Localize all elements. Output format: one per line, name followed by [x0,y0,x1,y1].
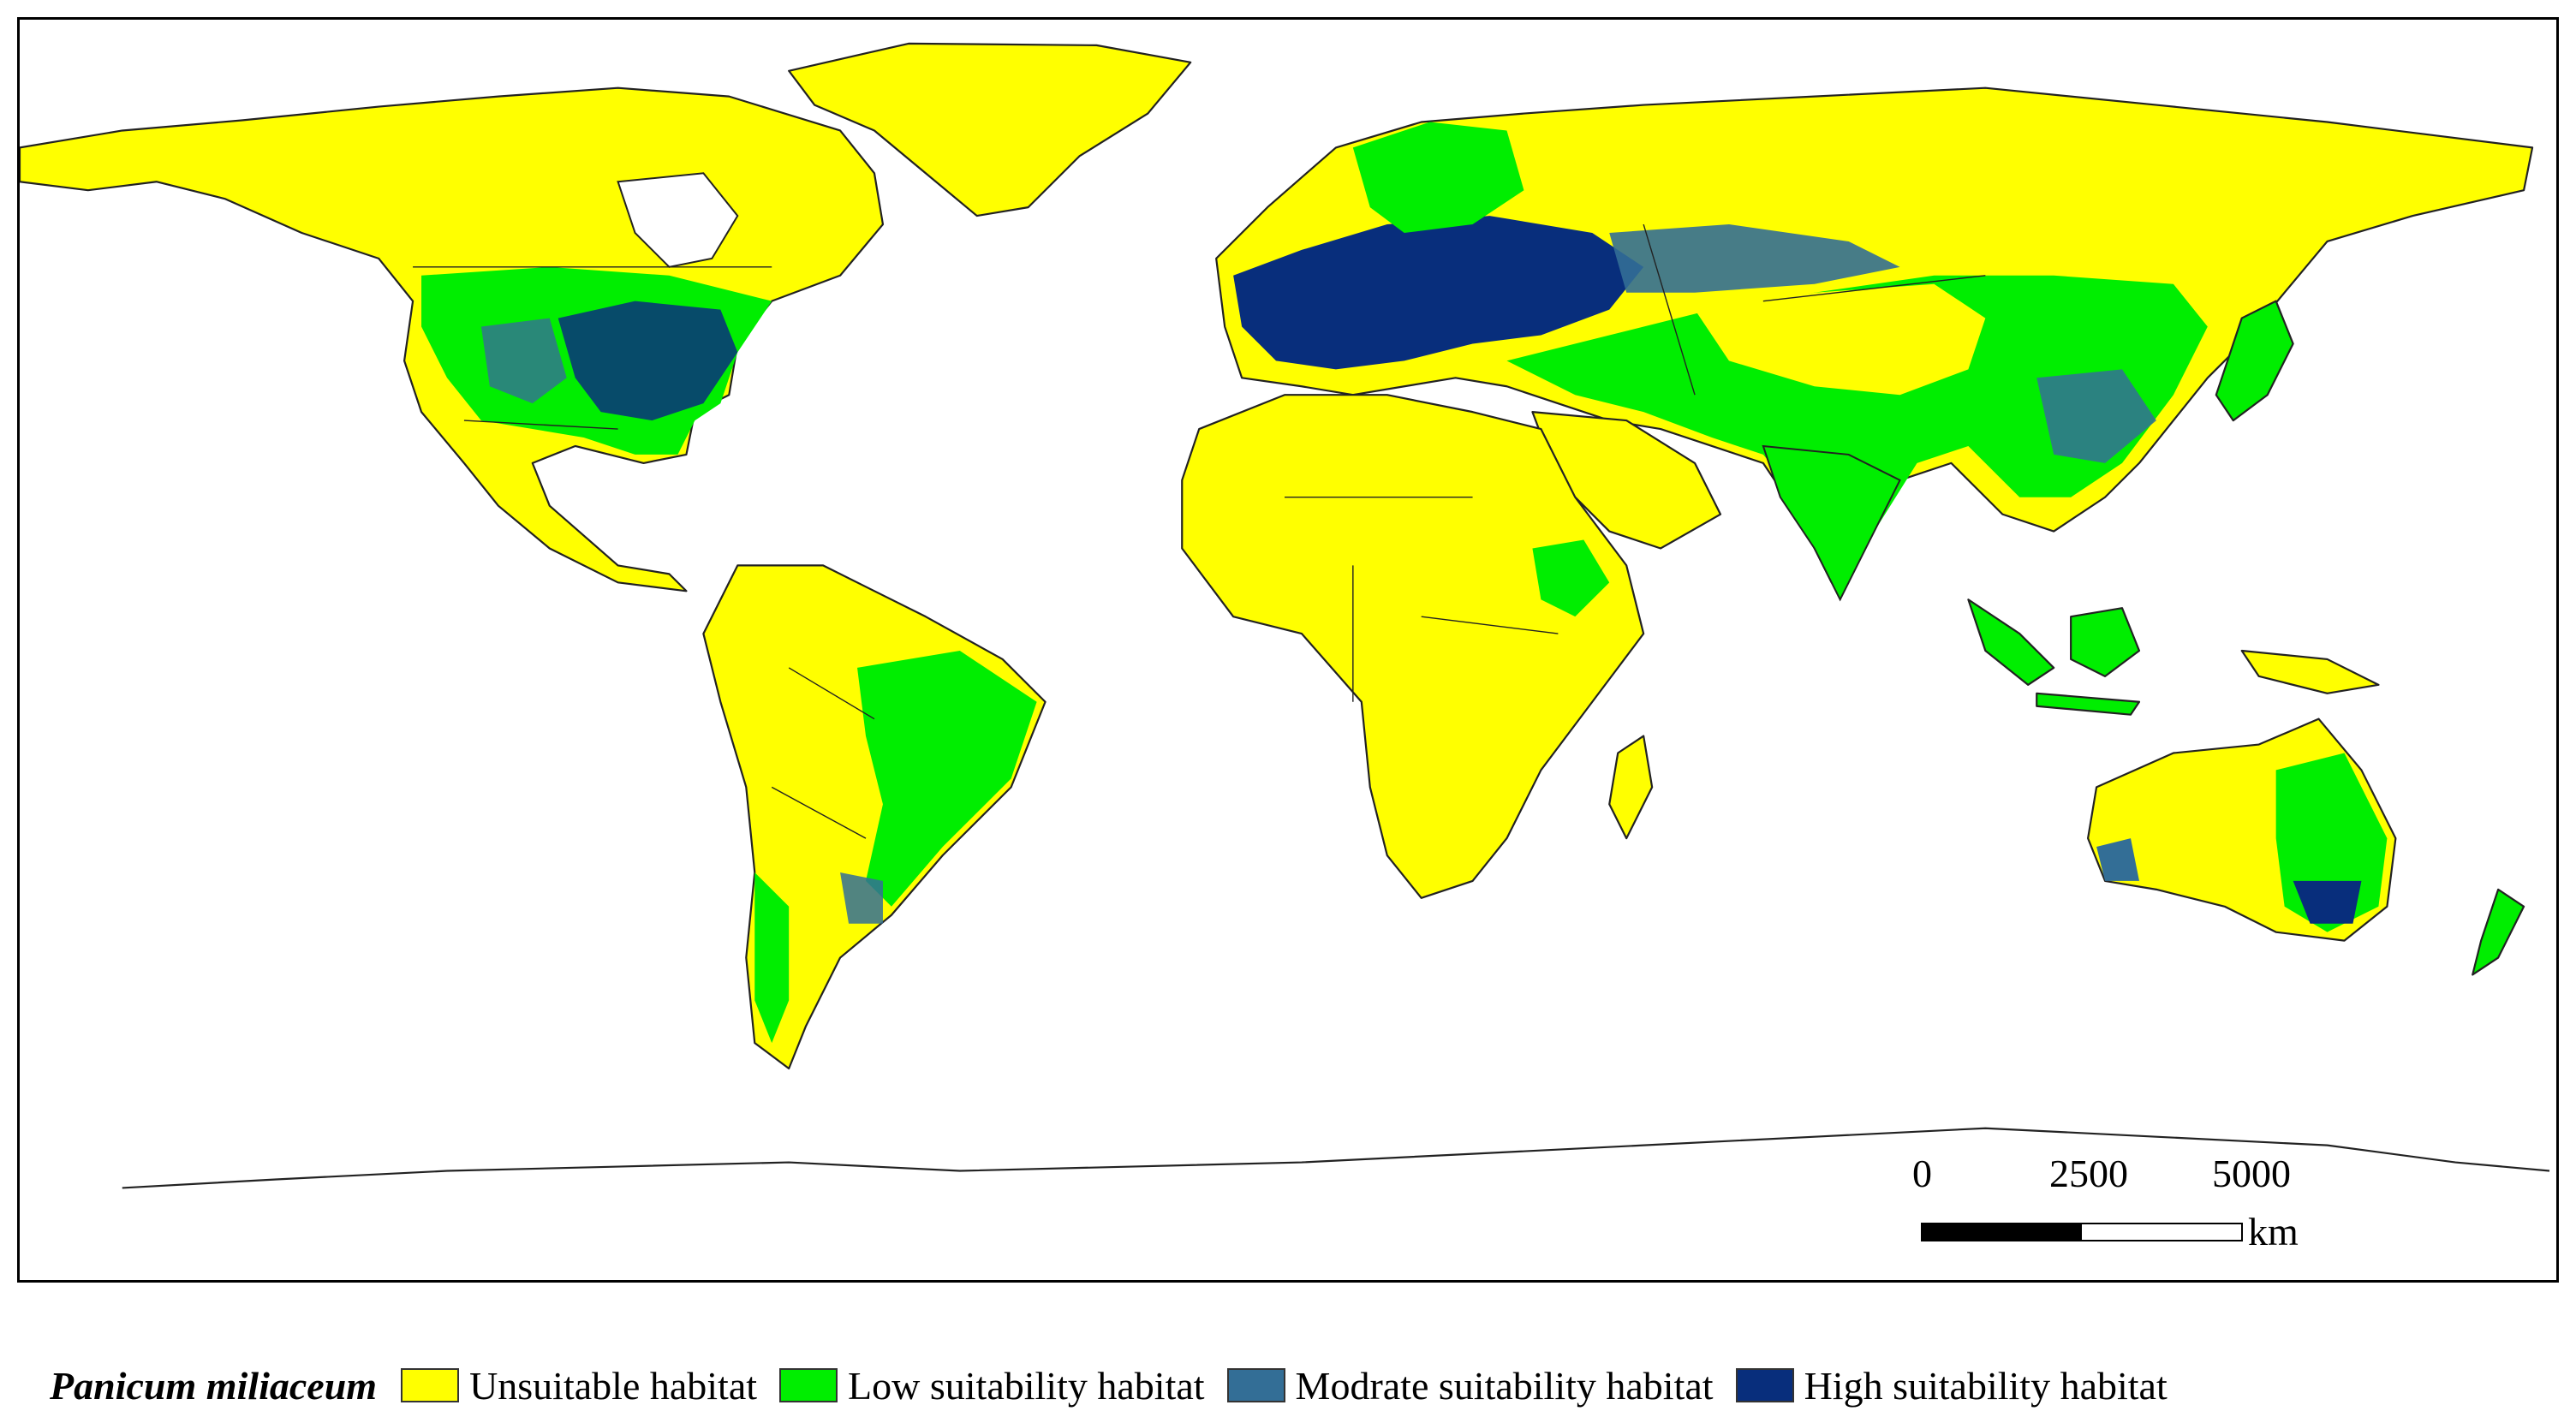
madagascar [1608,735,1654,840]
scale-bar-black-segment [1923,1224,2082,1240]
scale-tick-0: 0 [1912,1152,1932,1195]
legend-swatch-moderate [1226,1368,1285,1402]
legend-swatch-unsuitable [401,1368,460,1402]
sumatra [1967,598,2055,686]
south-america-moderate-zone [840,872,883,924]
scale-tick-1: 2500 [2049,1152,2128,1195]
japan [2215,300,2294,422]
scale-unit: km [2248,1210,2299,1253]
map-frame: 0 2500 5000 km [17,17,2559,1283]
greenland [788,42,1192,217]
legend-title: Panicum miliaceum [50,1363,378,1408]
border-usa-mexico [463,420,618,430]
south-america-west-low-zone [754,872,790,1044]
new-guinea [2240,649,2380,694]
legend-label-high: High suitability habitat [1804,1363,2168,1408]
legend-item-high: High suitability habitat [1735,1363,2168,1408]
border-sa-1 [788,667,875,720]
south-america-low-zone [857,650,1037,907]
scale-bar-track [1921,1223,2243,1241]
legend-label-unsuitable: Unsuitable habitat [469,1363,758,1408]
india-low-zone [1762,444,1901,602]
legend-item-unsuitable: Unsuitable habitat [401,1363,757,1408]
border-africa-3 [1421,616,1559,634]
legend-item-moderate: Modrate suitability habitat [1226,1363,1714,1408]
legend-swatch-low [779,1368,838,1402]
scale-tick-2: 5000 [2212,1152,2291,1195]
borneo [2070,607,2141,677]
legend: Panicum miliaceum Unsuitable habitat Low… [50,1361,2190,1409]
asia-low-zone [1506,275,2208,566]
ethiopia-low-zone [1532,539,1610,617]
europe-high-zone [1233,216,1644,370]
north-america-moderate-zone [480,318,567,404]
legend-label-low: Low suitability habitat [848,1363,1205,1408]
china-unsuitable-zone [1695,283,1986,396]
border-asia-1 [1643,223,1696,396]
legend-swatch-high [1735,1368,1794,1402]
java [2036,692,2141,716]
scandinavia-low-zone [1352,122,1524,233]
world-suitability-map [20,42,2550,1189]
border-asia-2 [1762,275,1986,302]
australia-high-zone [2293,880,2362,924]
scale-bar-white-segment [2082,1224,2241,1240]
north-america-high-zone [558,301,738,421]
australia-sw-zone [2096,838,2139,881]
antarctica [122,1127,2550,1189]
africa [1181,394,1645,899]
legend-item-low: Low suitability habitat [779,1363,1205,1408]
legend-label-moderate: Modrate suitability habitat [1295,1363,1714,1408]
hudson-bay [617,172,739,268]
scale-bar: 0 2500 5000 km [1895,1152,2299,1274]
new-zealand [2472,888,2525,976]
china-moderate-zone [2036,369,2156,463]
europe-moderate-zone [1609,224,1900,293]
border-sa-2 [771,786,867,839]
